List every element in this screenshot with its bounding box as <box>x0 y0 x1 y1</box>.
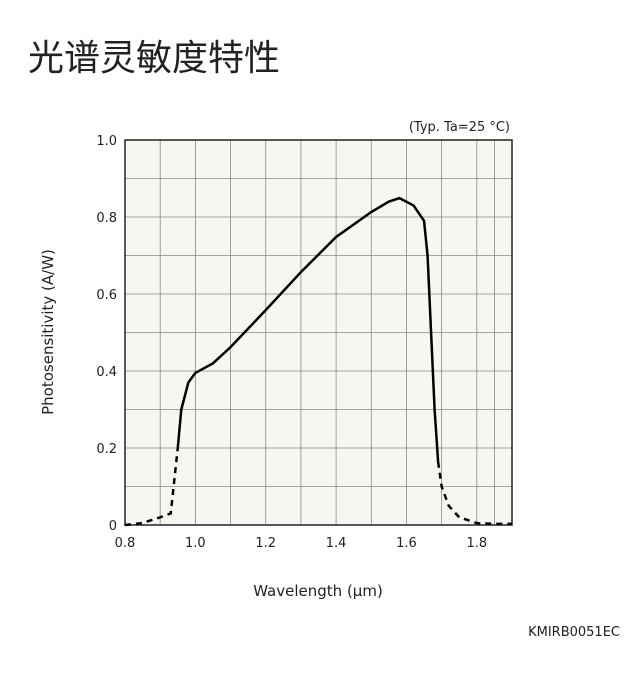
x-tick-label: 1.0 <box>185 536 206 551</box>
annotation: (Typ. Ta=25 °C) <box>409 120 510 135</box>
y-tick-label: 0 <box>109 519 117 534</box>
data-line <box>436 461 512 526</box>
y-tick-label: 0.8 <box>96 211 117 226</box>
y-tick-label: 1.0 <box>96 134 117 149</box>
x-tick-label: 1.4 <box>326 536 347 551</box>
page-title: 光谱灵敏度特性 <box>28 38 280 79</box>
x-tick-label: 1.8 <box>466 536 487 551</box>
y-tick-label: 0.4 <box>96 365 117 380</box>
x-tick-label: 1.6 <box>396 536 417 551</box>
y-axis-label: Photosensitivity (A/W) <box>39 249 57 415</box>
data-line <box>176 196 440 462</box>
figure-code: KMIRB0051EC <box>528 625 620 640</box>
y-tick-label: 0.6 <box>96 288 117 303</box>
data-line <box>124 447 180 527</box>
plot-frame <box>124 139 513 526</box>
y-tick-label: 0.2 <box>96 442 117 457</box>
x-axis-label: Wavelength (μm) <box>253 582 383 600</box>
x-tick-label: 0.8 <box>115 536 136 551</box>
x-tick-label: 1.2 <box>255 536 276 551</box>
